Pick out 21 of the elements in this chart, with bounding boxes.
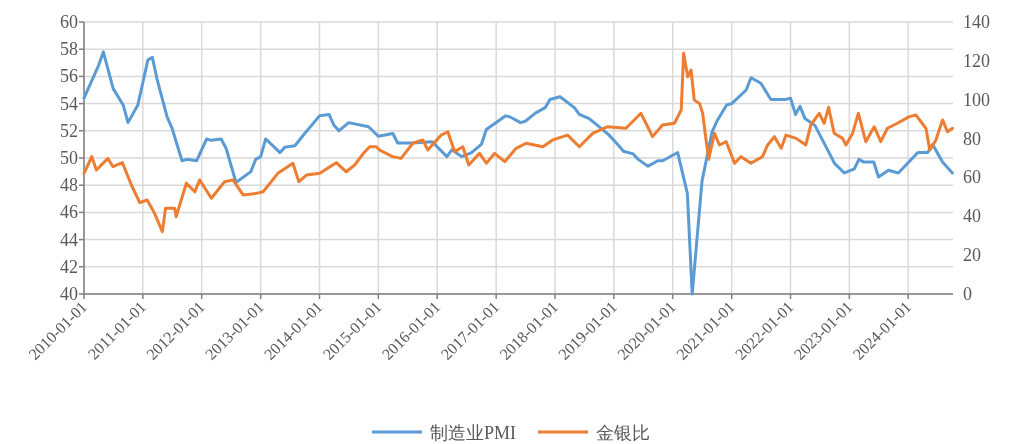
y-tick-label: 44 <box>60 229 78 250</box>
y-tick-label: 50 <box>60 148 78 168</box>
y-tick-label: 42 <box>60 256 78 277</box>
y2-tick-label: 60 <box>963 167 981 188</box>
y-tick-label: 52 <box>60 120 78 141</box>
y2-tick-label: 0 <box>963 284 972 304</box>
y2-tick-label: 100 <box>963 89 990 110</box>
y2-tick-label: 120 <box>963 50 990 71</box>
y2-tick-label: 20 <box>963 245 981 266</box>
y-tick-label: 56 <box>60 66 78 87</box>
legend-label: 制造业PMI <box>429 423 517 443</box>
y-tick-label: 54 <box>60 93 78 114</box>
y2-tick-label: 40 <box>963 206 981 227</box>
y-tick-label: 48 <box>60 175 78 196</box>
y2-tick-label: 80 <box>963 128 981 149</box>
y-tick-label: 60 <box>60 12 78 32</box>
y2-tick-label: 140 <box>963 12 990 32</box>
y-tick-label: 40 <box>60 284 78 304</box>
y-tick-label: 46 <box>60 202 78 223</box>
y-tick-label: 58 <box>60 39 78 60</box>
legend-label: 金银比 <box>596 423 651 443</box>
